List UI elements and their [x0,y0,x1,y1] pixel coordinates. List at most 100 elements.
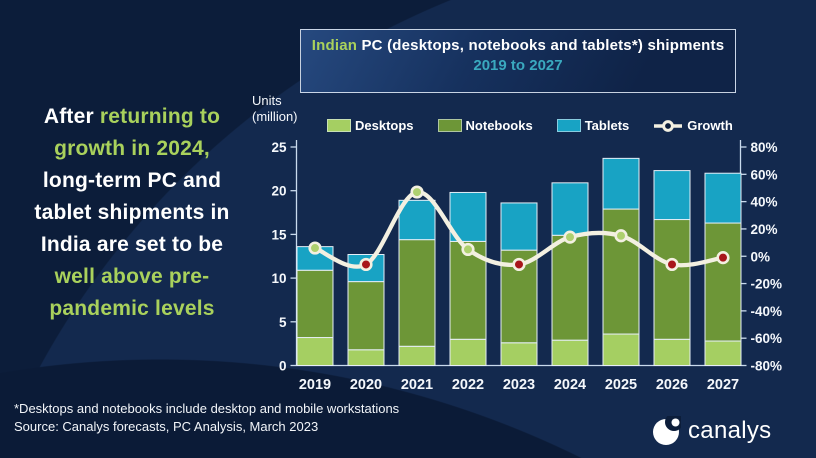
footnote-source: Source: Canalys forecasts, PC Analysis, … [14,418,319,434]
text-segment: PC (desktops, notebooks and tablets*) sh… [357,37,725,54]
canalys-logo: canalys [652,416,771,446]
text-segment: Indian [311,37,358,54]
y-axis-label-20: 20 [271,184,286,199]
bar-2024-tablets [551,182,589,236]
legend-label: Tablets [584,118,630,133]
y-axis-label-5: 5 [279,315,287,330]
x-axis-label-2021: 2021 [401,377,433,393]
units-axis-caption: Units (million) [252,93,298,125]
bar-2026-desktops [653,338,691,366]
bar-2021-tablets [398,199,436,241]
text-segment: returning to [99,105,221,128]
x-axis-label-2026: 2026 [656,377,688,393]
text-segment: After [43,105,100,128]
growth-marker-2025 [614,229,628,243]
growth-marker-2026 [665,257,679,272]
text-segment: long-term PC and [42,169,222,192]
headline-line: After returning to [4,101,260,133]
bar-2025-notebooks [602,208,640,335]
bar-2022-desktops [449,338,487,366]
bar-2023-desktops [500,342,538,366]
bar-2027-notebooks [704,222,742,342]
growth-marker-2027 [716,251,730,265]
right-axis-label-60: 60% [751,167,778,182]
bar-2020-notebooks [347,281,385,351]
x-axis-label-2020: 2020 [350,377,382,393]
text-segment: pandemic levels [49,297,215,320]
text-segment: growth in 2024, [54,137,210,160]
bar-2023-tablets [500,202,538,251]
growth-line-marker-icon [653,119,683,133]
footnotes: *Desktops and notebooks include desktop … [14,400,399,435]
chart-subtitle: 2019 to 2027 [473,57,563,74]
bar-2021-desktops [398,345,436,367]
bar-2019-notebooks [296,269,334,339]
growth-marker-2021 [410,185,424,199]
canalys-logo-text: canalys [688,417,772,444]
right-axis-label--80: -80% [751,359,783,374]
growth-marker-2020 [359,257,373,272]
chart-title: Indian PC (desktops, notebooks and table… [301,37,735,54]
right-axis-label--60: -60% [751,331,783,346]
legend-item-growth: Growth [653,118,733,133]
bar-2019-desktops [296,337,334,367]
text-segment: tablet shipments in [34,201,230,224]
text-segment: India are set to be [40,233,224,256]
bar-2020-desktops [347,349,385,367]
legend-item-desktops: Desktops [327,118,414,133]
bar-2027-desktops [704,340,742,367]
growth-marker-2024 [563,230,577,244]
footnote-asterisk: *Desktops and notebooks include desktop … [14,401,400,416]
legend-label: Desktops [355,118,414,133]
bar-2027-tablets [704,172,742,224]
legend-item-notebooks: Notebooks [437,118,533,133]
bar-2025-tablets [602,157,640,210]
bar-2026-tablets [653,170,691,221]
right-axis-label--20: -20% [751,277,783,292]
right-axis-label-20: 20% [751,222,778,237]
legend-item-tablets: Tablets [556,118,630,133]
right-axis-label--40: -40% [751,304,783,319]
growth-marker-2022 [461,242,475,257]
headline-line: growth in 2024, [4,133,260,165]
chart-title-box: Indian PC (desktops, notebooks and table… [300,29,736,93]
bar-2026-notebooks [653,219,691,340]
right-axis-label-0: 0% [751,249,771,264]
y-axis-label-0: 0 [279,359,287,374]
x-axis-label-2023: 2023 [503,377,535,393]
y-axis-label-15: 15 [271,227,287,242]
canalys-logo-icon [653,416,681,445]
headline-line: tablet shipments in [4,197,260,229]
x-axis-label-2019: 2019 [299,377,331,393]
units-caption-line2: (million) [252,109,298,124]
headline-text: After returning to growth in 2024, long-te… [4,101,260,325]
bar-2021-notebooks [398,239,436,347]
bar-2024-notebooks [551,234,589,341]
growth-marker-2019 [308,241,322,255]
x-axis-label-2024: 2024 [554,377,586,393]
x-axis-label-2027: 2027 [707,377,739,393]
legend-label: Growth [687,118,733,133]
units-caption-line1: Units [252,93,282,108]
desktops-swatch-icon [327,119,351,132]
x-axis-label-2025: 2025 [605,377,637,393]
chart-legend: Desktops Notebooks Tablets Growth [327,118,733,133]
bar-2024-desktops [551,339,589,366]
y-axis-label-25: 25 [271,140,287,155]
notebooks-swatch-icon [437,119,462,132]
right-axis-label-40: 40% [751,195,778,210]
tablets-swatch-icon [556,119,581,132]
y-axis-label-10: 10 [271,271,286,286]
legend-label: Notebooks [465,118,533,133]
headline-line: long-term PC and [4,165,260,197]
bar-2025-desktops [602,333,640,367]
growth-marker-2023 [512,257,526,272]
x-axis-label-2022: 2022 [452,377,484,393]
text-segment: well above pre- [54,265,210,288]
headline-line: pandemic levels [4,293,260,325]
right-axis-label-80: 80% [751,140,778,155]
headline-line: well above pre- [4,261,260,293]
headline-line: India are set to be [4,229,260,261]
